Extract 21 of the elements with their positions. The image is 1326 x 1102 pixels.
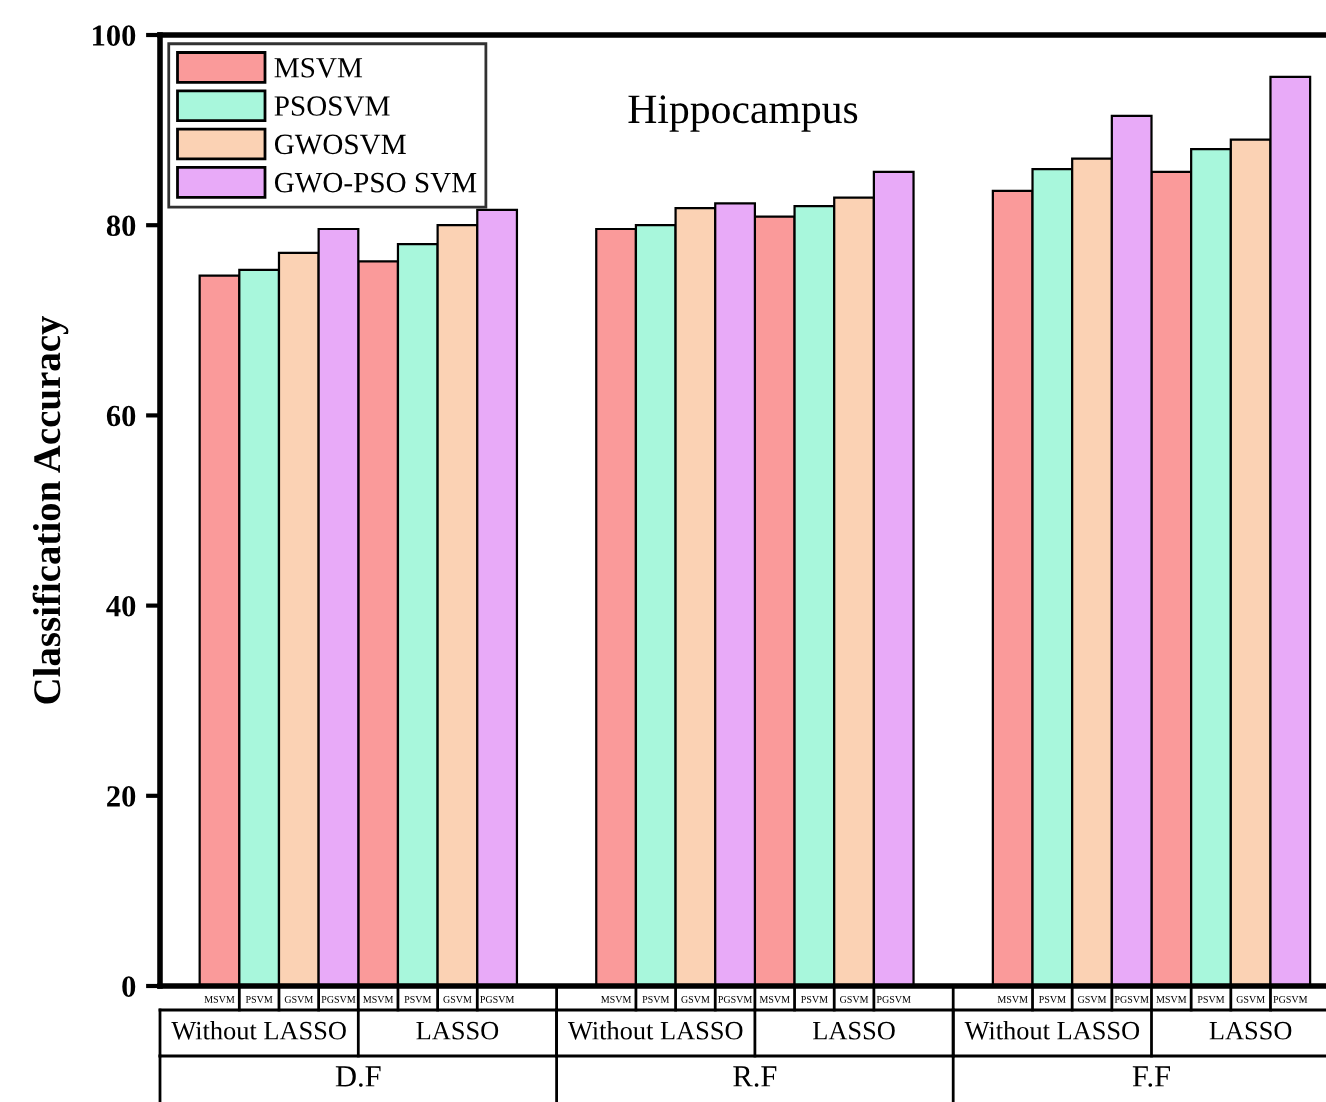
y-axis-title: Classification Accuracy xyxy=(32,315,69,704)
text: Without LASSO xyxy=(567,1021,743,1040)
legend-label: GWO-PSO SVM xyxy=(274,172,477,193)
text: LASSO xyxy=(1209,1021,1292,1040)
y-tick-label: 20 xyxy=(107,786,136,807)
text: Hippocampus xyxy=(628,95,858,132)
text: LASSO xyxy=(416,1021,499,1040)
legend-label: GWOSVM xyxy=(274,134,406,155)
y-tick-label: 60 xyxy=(106,405,136,427)
text: Without LASSO xyxy=(964,1021,1140,1040)
text: LASSO xyxy=(813,1021,895,1040)
text: R.F xyxy=(733,1066,777,1087)
text: Without LASSO xyxy=(171,1021,346,1040)
legend-label: PSOSVM xyxy=(274,96,390,117)
y-tick-label: 40 xyxy=(106,595,136,617)
legend-label: MSVM xyxy=(274,57,363,78)
y-tick-label: 0 xyxy=(122,976,136,997)
text: F.F xyxy=(1132,1066,1170,1087)
y-tick-label: 80 xyxy=(106,215,136,237)
y-tick-label: 100 xyxy=(93,25,136,46)
text: D.F xyxy=(335,1066,381,1087)
